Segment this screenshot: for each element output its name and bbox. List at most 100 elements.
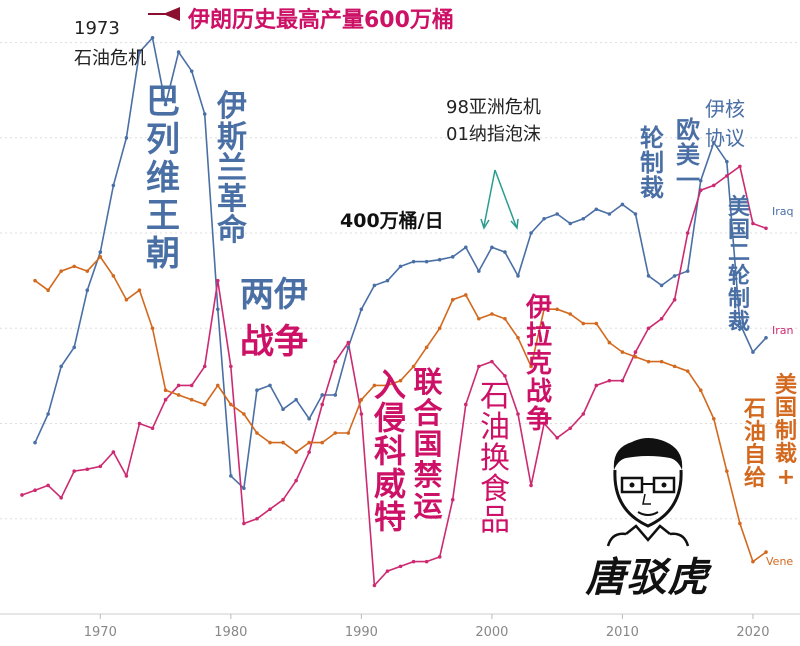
logo-text: 唐驳虎: [585, 555, 713, 601]
data-point-venezuela: [411, 364, 416, 369]
data-point-iraq: [307, 450, 311, 454]
data-point-iraq: [659, 316, 664, 321]
data-point-iran: [359, 307, 364, 312]
data-point-iran: [176, 50, 181, 54]
data-point-iran: [516, 274, 520, 278]
data-point-iraq: [764, 226, 768, 231]
data-point-iran: [620, 202, 625, 207]
data-point-iraq: [751, 221, 755, 226]
annotation-crisis1973_a: 1973: [74, 18, 120, 39]
data-point-iran: [242, 486, 246, 491]
data-point-iran: [33, 440, 37, 445]
data-point-iraq: [124, 474, 129, 478]
data-point-iraq: [215, 278, 220, 283]
annotation-usSanctionsPlus: 美国制裁+: [775, 372, 798, 490]
x-tick-label: 2000: [475, 625, 508, 640]
data-point-iran: [294, 397, 298, 402]
data-point-iraq: [33, 488, 37, 492]
data-point-iraq: [229, 364, 233, 369]
data-point-iraq: [529, 483, 533, 488]
data-point-iraq: [255, 516, 259, 521]
data-point-iran: [698, 178, 703, 183]
data-point-iraq: [581, 412, 586, 416]
data-point-venezuela: [463, 293, 468, 297]
data-point-iran: [189, 69, 194, 73]
annotation-usSanctions2: 美国二轮制裁: [728, 194, 751, 335]
data-point-iran: [255, 388, 259, 392]
data-point-venezuela: [437, 326, 442, 331]
annotation-sanctionRound: 轮制裁: [640, 124, 664, 202]
series-end-labels: Iraq Iran Vene: [766, 205, 794, 568]
data-point-iraq: [294, 478, 298, 483]
data-point-venezuela: [150, 326, 155, 331]
avatar-icon: [606, 438, 690, 547]
data-point-iran: [477, 269, 481, 273]
x-tick-label: 1990: [345, 625, 378, 640]
data-point-iraq: [20, 493, 24, 497]
series-line-iraq: [21, 165, 767, 588]
data-point-iraq: [685, 231, 690, 235]
data-point-iraq: [542, 421, 546, 426]
data-point-iran: [72, 345, 77, 350]
data-point-venezuela: [711, 416, 716, 421]
data-point-venezuela: [372, 383, 377, 388]
x-tick-labels: 1970 1980 1990 2000 2010 2020: [84, 614, 769, 640]
data-point-iran: [764, 336, 768, 340]
annotation-asia98: 98亚洲危机: [446, 97, 541, 118]
data-point-iraq: [503, 374, 507, 378]
data-point-iraq: [594, 383, 599, 388]
data-point-venezuela: [725, 469, 729, 473]
annotation-iranIraqWar_a: 两伊: [240, 275, 308, 315]
annotation-nuclearDeal_a: 伊核: [705, 97, 745, 121]
annotation-euSanctions: 欧美一: [676, 116, 700, 194]
peak-arrow-icon: [163, 7, 180, 21]
data-point-venezuela: [255, 431, 259, 435]
annotation-unEmbargo: 联合国禁运: [413, 365, 442, 523]
data-point-venezuela: [189, 397, 194, 402]
data-point-venezuela: [477, 316, 481, 321]
data-point-iran: [424, 259, 429, 264]
data-point-venezuela: [659, 359, 664, 364]
x-tick-label: 1970: [84, 625, 117, 640]
data-point-iraq: [202, 364, 207, 369]
data-point-iraq: [242, 521, 246, 526]
data-point-venezuela: [555, 307, 559, 312]
data-point-iraq: [72, 469, 77, 473]
data-point-iraq: [568, 426, 573, 431]
data-point-venezuela: [59, 269, 63, 273]
data-point-iran: [568, 221, 573, 226]
data-point-iraq: [46, 483, 50, 488]
data-point-iraq: [516, 412, 520, 416]
data-point-venezuela: [490, 312, 494, 316]
data-point-venezuela: [111, 274, 116, 278]
data-point-iran: [398, 264, 403, 269]
series-end-label: Iran: [772, 324, 794, 337]
data-point-iran: [503, 250, 507, 254]
data-point-venezuela: [398, 378, 403, 383]
data-point-venezuela: [581, 321, 586, 326]
data-point-venezuela: [33, 278, 37, 283]
data-point-venezuela: [503, 316, 507, 321]
data-point-iraq: [346, 340, 351, 345]
data-point-iraq: [607, 378, 612, 383]
data-point-iran: [542, 216, 546, 221]
data-point-iraq: [163, 397, 168, 402]
x-tick-label: 2010: [606, 625, 639, 640]
data-point-venezuela: [333, 431, 338, 435]
data-point-iraq: [477, 364, 481, 369]
data-point-iraq: [490, 359, 494, 364]
data-point-iran: [307, 416, 311, 421]
data-point-iraq: [672, 297, 677, 302]
annotation-selfSufficient: 石油自给: [743, 397, 766, 491]
data-point-venezuela: [698, 388, 703, 392]
x-tick-label: 2020: [736, 625, 769, 640]
data-point-iraq: [333, 359, 338, 364]
data-point-iran: [268, 383, 272, 388]
data-point-iran: [85, 288, 90, 292]
asia-crisis-arrow-icon: [480, 169, 519, 230]
data-point-venezuela: [450, 297, 455, 302]
series-end-label: Vene: [766, 555, 793, 568]
data-point-iraq: [137, 421, 142, 426]
data-point-iran: [320, 393, 325, 397]
data-point-venezuela: [176, 393, 181, 397]
